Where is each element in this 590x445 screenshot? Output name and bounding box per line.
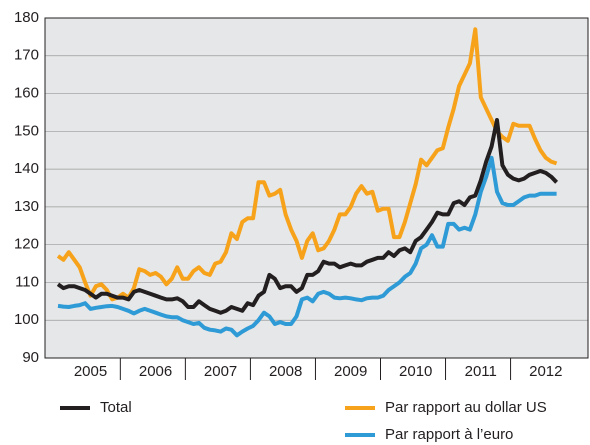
y-tick-label: 120 [14,236,39,253]
x-tick-label: 2012 [529,363,562,380]
y-tick-label: 110 [15,273,39,290]
x-tick-label: 2010 [399,363,432,380]
x-tick-label: 2006 [139,363,172,380]
x-tick-label: 2005 [74,363,107,380]
legend-label: Total [100,399,132,416]
y-tick-label: 140 [14,160,39,177]
legend-label: Par rapport au dollar US [385,399,547,416]
x-tick-label: 2007 [204,363,237,380]
y-tick-label: 90 [22,349,39,366]
x-tick-label: 2008 [269,363,302,380]
line-series [56,27,558,302]
y-tick-label: 100 [14,311,39,328]
plot-area [45,18,588,358]
y-tick-label: 130 [14,198,39,215]
y-tick-label: 160 [14,85,39,102]
y-tick-label: 170 [14,47,39,64]
x-tick-label: 2009 [334,363,367,380]
plot-border [44,17,589,359]
line-series [57,155,557,338]
legend-label: Par rapport à l’euro [385,426,513,443]
y-tick-label: 150 [14,122,39,139]
x-tick-label: 2011 [465,363,497,380]
line-series [56,118,559,315]
y-tick-label: 180 [14,9,39,26]
